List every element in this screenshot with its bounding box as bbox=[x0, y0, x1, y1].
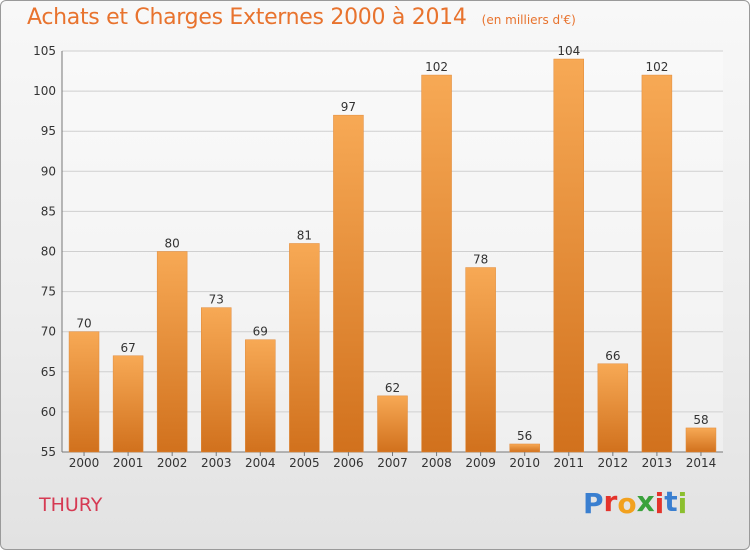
x-tick-label: 2002 bbox=[157, 456, 188, 470]
y-tick-label: 80 bbox=[41, 245, 56, 259]
x-tick-label: 2013 bbox=[642, 456, 673, 470]
y-tick-label: 105 bbox=[33, 44, 56, 58]
x-tick-label: 2009 bbox=[465, 456, 496, 470]
chart-subtitle: (en milliers d'€) bbox=[481, 13, 576, 27]
commune-name: THURY bbox=[39, 494, 103, 516]
bar-value-label: 73 bbox=[209, 293, 224, 307]
bar bbox=[245, 339, 276, 453]
bar-value-label: 78 bbox=[473, 253, 488, 267]
bar-value-label: 102 bbox=[645, 60, 668, 74]
bar bbox=[597, 363, 629, 453]
bar bbox=[421, 74, 452, 453]
bar bbox=[465, 267, 496, 453]
bar-value-label: 70 bbox=[76, 317, 91, 331]
logo-letter: t bbox=[664, 485, 678, 518]
logo-letter: P bbox=[583, 487, 604, 520]
x-tick-label: 2000 bbox=[69, 456, 100, 470]
bar bbox=[112, 355, 144, 453]
x-tick-label: 2004 bbox=[245, 456, 276, 470]
x-tick-label: 2007 bbox=[377, 456, 408, 470]
bar-value-label: 104 bbox=[557, 44, 580, 58]
bar bbox=[68, 331, 100, 453]
y-tick-label: 85 bbox=[41, 204, 56, 218]
x-tick-label: 2003 bbox=[201, 456, 232, 470]
x-tick-label: 2008 bbox=[421, 456, 452, 470]
bar-value-label: 80 bbox=[165, 237, 180, 251]
x-tick-label: 2014 bbox=[686, 456, 717, 470]
bar bbox=[377, 395, 408, 453]
bar-value-label: 81 bbox=[297, 228, 312, 242]
x-tick-label: 2005 bbox=[289, 456, 320, 470]
x-tick-label: 2011 bbox=[553, 456, 584, 470]
bar bbox=[289, 243, 320, 453]
y-tick-label: 100 bbox=[33, 84, 56, 98]
bar-value-label: 97 bbox=[341, 100, 356, 114]
y-tick-label: 65 bbox=[41, 365, 56, 379]
logo-letter: i bbox=[677, 487, 688, 520]
bar-value-label: 67 bbox=[120, 341, 135, 355]
x-tick-label: 2012 bbox=[598, 456, 629, 470]
bar bbox=[201, 307, 232, 453]
y-tick-label: 60 bbox=[41, 405, 56, 419]
bar-value-label: 102 bbox=[425, 60, 448, 74]
bar bbox=[509, 443, 540, 453]
bar-value-label: 58 bbox=[693, 413, 708, 427]
logo-letter: i bbox=[654, 487, 665, 520]
proxiti-logo: Proxiti bbox=[583, 485, 688, 520]
y-tick-label: 95 bbox=[41, 124, 56, 138]
logo-letter: r bbox=[603, 485, 618, 518]
chart-header: Achats et Charges Externes 2000 à 2014 (… bbox=[27, 5, 576, 30]
chart-title: Achats et Charges Externes 2000 à 2014 bbox=[27, 5, 467, 30]
logo-letter: x bbox=[636, 485, 655, 518]
x-tick-label: 2001 bbox=[113, 456, 144, 470]
bar bbox=[641, 74, 673, 453]
y-tick-label: 75 bbox=[41, 285, 56, 299]
x-tick-label: 2006 bbox=[333, 456, 364, 470]
y-tick-label: 70 bbox=[41, 325, 56, 339]
y-tick-label: 55 bbox=[41, 445, 56, 459]
bar-value-label: 66 bbox=[605, 349, 620, 363]
bar-value-label: 69 bbox=[253, 325, 268, 339]
bar bbox=[553, 58, 584, 453]
bar bbox=[333, 114, 364, 453]
bar bbox=[156, 251, 188, 453]
x-tick-label: 2010 bbox=[509, 456, 540, 470]
bar bbox=[685, 427, 717, 453]
bar-value-label: 56 bbox=[517, 429, 532, 443]
logo-letter: o bbox=[617, 487, 637, 520]
bar-value-label: 62 bbox=[385, 381, 400, 395]
y-tick-label: 90 bbox=[41, 164, 56, 178]
